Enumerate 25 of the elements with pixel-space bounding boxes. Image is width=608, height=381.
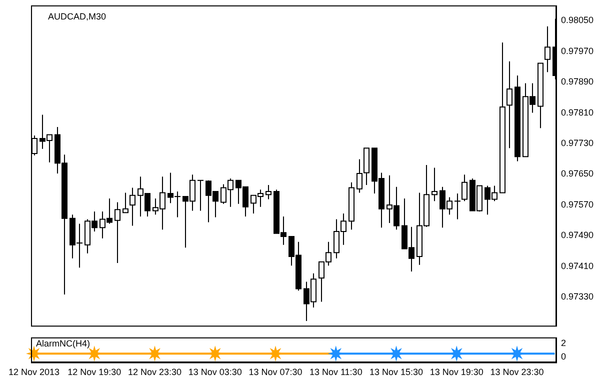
- x-tick-label: 13 Nov 19:30: [430, 367, 484, 378]
- y-tick-label: 0.97890: [561, 76, 594, 87]
- y-tick-label: 0.97810: [561, 107, 594, 118]
- y-tick-label: 0.97730: [561, 138, 594, 148]
- y-tick-label: 0: [561, 351, 566, 362]
- candlestick: [197, 180, 204, 212]
- x-tick-label: 13 Nov 11:30: [309, 367, 362, 378]
- y-tick-label: 0.97570: [561, 199, 594, 210]
- y-tick-label: 0.97650: [561, 168, 594, 179]
- x-tick-label: 13 Nov 23:30: [490, 367, 544, 378]
- x-tick-label: 13 Nov 07:30: [248, 367, 302, 378]
- y-tick-label: 0.97330: [561, 292, 594, 302]
- y-tick-label: 0.97970: [561, 46, 594, 56]
- x-tick-label: 12 Nov 23:30: [128, 367, 182, 378]
- y-tick-label: 0.97490: [561, 230, 594, 240]
- x-tick-label: 12 Nov 19:30: [68, 367, 122, 378]
- y-tick-label: 0.97410: [561, 260, 594, 271]
- x-tick-label: 13 Nov 03:30: [188, 367, 242, 378]
- text: AUDCAD,M30: [48, 11, 106, 22]
- chart-title: AlarmNC(H4): [36, 338, 90, 348]
- x-tick-label: 13 Nov 15:30: [369, 367, 424, 378]
- y-tick-label: 2: [561, 338, 566, 348]
- x-tick-label: 12 Nov 2013: [8, 367, 60, 378]
- candlestick: [454, 192, 461, 220]
- y-tick-label: 0.98050: [561, 15, 594, 26]
